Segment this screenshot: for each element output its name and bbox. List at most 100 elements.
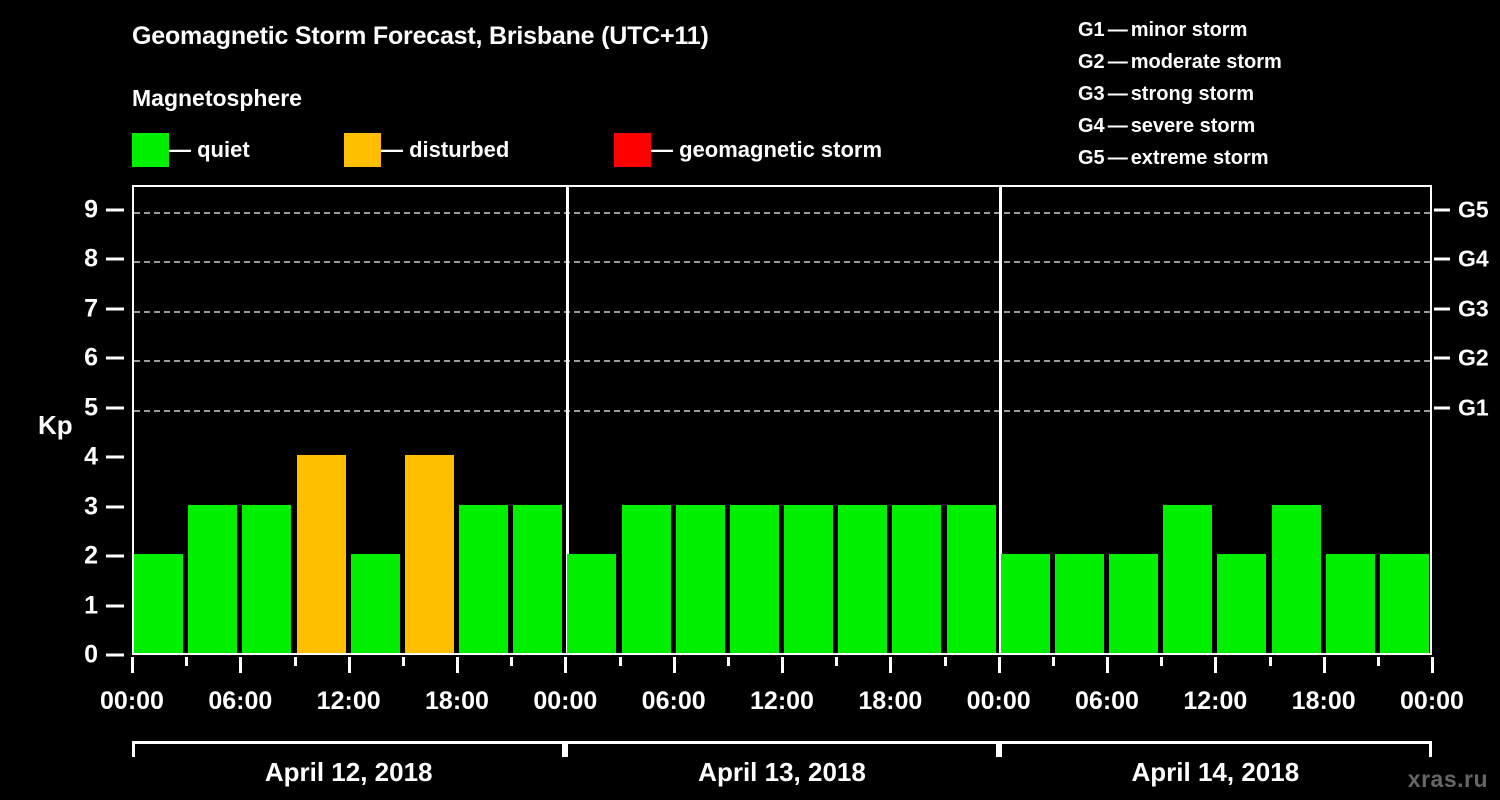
- plot-area: [132, 185, 1432, 655]
- bar: [1271, 504, 1321, 653]
- day-labels: April 12, 2018 April 13, 2018 April 14, 20…: [132, 757, 1432, 797]
- chart-subtitle: Magnetosphere: [132, 85, 302, 111]
- g-scale-dash: —: [1107, 115, 1128, 137]
- bar: [350, 554, 400, 653]
- x-tick-24: [1431, 657, 1434, 673]
- x-axis-label-4: 00:00: [533, 687, 598, 715]
- g-scale-dash: —: [1107, 19, 1128, 41]
- x-tick-0: [131, 657, 134, 673]
- bar: [675, 504, 725, 653]
- g-scale-desc: extreme storm: [1130, 147, 1269, 169]
- bar: [242, 504, 292, 653]
- g-tick-mark-g1: [1434, 406, 1450, 410]
- bar: [513, 504, 563, 653]
- x-tick-4: [347, 657, 351, 673]
- bar: [946, 504, 996, 653]
- g-scale-legend: G1 — minor storm G2 — moderate storm G3 — …: [1078, 14, 1282, 174]
- kp-tick-mark-5: [106, 406, 124, 410]
- x-tick-20: [1214, 657, 1218, 673]
- g-tick-mark-g4: [1434, 257, 1450, 261]
- kp-tick-mark-2: [106, 554, 124, 558]
- legend-label-disturbed: — disturbed: [381, 137, 510, 162]
- g-scale-desc: moderate storm: [1130, 51, 1282, 73]
- g-scale-line-g5: G5 — extreme storm: [1078, 142, 1282, 174]
- x-axis-label-9: 06:00: [1075, 687, 1139, 715]
- x-tick-5: [401, 657, 405, 666]
- gridline-kp-8: [134, 261, 1430, 264]
- g-scale-line-g3: G3 — strong storm: [1078, 78, 1282, 110]
- kp-tick-label-7: 7: [84, 294, 98, 323]
- day-separator-1: [565, 187, 569, 653]
- bar: [1379, 554, 1429, 653]
- kp-tick-label-4: 4: [84, 442, 98, 471]
- bar: [188, 504, 238, 653]
- watermark: xras.ru: [1407, 766, 1488, 792]
- g-scale-desc: minor storm: [1130, 19, 1248, 41]
- x-tick-21: [1268, 657, 1272, 666]
- g-tick-label-g4: G4: [1458, 245, 1489, 272]
- g-scale-line-g4: G4 — severe storm: [1078, 110, 1282, 142]
- kp-axis-title: Kp: [38, 410, 73, 440]
- g-tick-label-g1: G1: [1458, 394, 1489, 421]
- g-tick-label-g5: G5: [1458, 196, 1489, 223]
- kp-tick-label-0: 0: [84, 640, 98, 669]
- x-axis-label-2: 12:00: [316, 687, 381, 715]
- x-axis-label-8: 00:00: [966, 687, 1031, 715]
- gridline-kp-9: [134, 211, 1430, 214]
- bar: [892, 504, 942, 653]
- g-scale-code: G1: [1078, 19, 1105, 41]
- g-axis: G1 G2 G3 G4 G5: [1434, 185, 1500, 655]
- x-tick-16: [997, 657, 1001, 673]
- g-scale-desc: strong storm: [1130, 83, 1255, 105]
- x-tick-10: [672, 657, 676, 673]
- gridline-kp-6: [134, 360, 1430, 363]
- legend-item-disturbed: — disturbed: [344, 133, 509, 167]
- x-tick-19: [1160, 657, 1164, 666]
- x-tick-2: [239, 657, 243, 673]
- x-tick-12: [781, 657, 784, 673]
- kp-tick-mark-0: [106, 653, 124, 657]
- x-axis-label-11: 18:00: [1291, 687, 1356, 715]
- x-axis-label-7: 18:00: [858, 687, 923, 715]
- kp-tick-mark-6: [106, 356, 124, 360]
- g-scale-dash: —: [1107, 147, 1128, 169]
- x-axis-label-6: 12:00: [750, 687, 814, 715]
- bar: [567, 554, 617, 653]
- kp-tick-label-3: 3: [84, 492, 98, 521]
- bar: [1000, 554, 1050, 653]
- g-tick-label-g3: G3: [1458, 295, 1489, 322]
- bar: [621, 504, 671, 653]
- x-axis-labels: 00:00 06:00 12:00 18:00 00:00 06:00 12:00 18:00…: [0, 687, 1500, 721]
- x-tick-23: [1376, 657, 1380, 666]
- bar: [1054, 554, 1104, 653]
- legend-label-storm: — geomagnetic storm: [651, 137, 883, 162]
- x-tick-11: [726, 657, 730, 666]
- gridline-kp-5: [134, 409, 1430, 412]
- kp-axis: 0 1 2 3 4 5 6 7 8 9: [0, 185, 124, 669]
- x-tick-22: [1322, 657, 1326, 673]
- bar: [459, 504, 509, 653]
- chart-title: Geomagnetic Storm Forecast, Brisbane (UT…: [132, 22, 709, 50]
- g-tick-mark-g2: [1434, 356, 1450, 360]
- bar: [1217, 554, 1267, 653]
- x-axis-label-5: 06:00: [641, 687, 706, 715]
- legend-item-quiet: — quiet: [132, 133, 250, 167]
- x-tick-8: [564, 657, 568, 673]
- x-tick-9: [618, 657, 622, 666]
- kp-tick-label-8: 8: [84, 244, 98, 273]
- bar: [1109, 554, 1159, 653]
- day-label-1: April 13, 2018: [698, 757, 866, 787]
- g-tick-mark-g3: [1434, 307, 1450, 311]
- g-scale-code: G5: [1078, 147, 1105, 169]
- day-separator-2: [999, 187, 1003, 653]
- bar: [784, 504, 834, 653]
- g-tick-mark-g5: [1434, 208, 1450, 212]
- kp-tick-mark-7: [106, 307, 124, 311]
- g-tick-label-g2: G2: [1458, 344, 1489, 371]
- kp-tick-mark-9: [106, 208, 124, 212]
- x-tick-14: [889, 657, 893, 673]
- x-axis-ticks: [131, 657, 1434, 673]
- legend-item-storm: — geomagnetic storm: [614, 133, 882, 167]
- day-bracket-0: [132, 741, 566, 757]
